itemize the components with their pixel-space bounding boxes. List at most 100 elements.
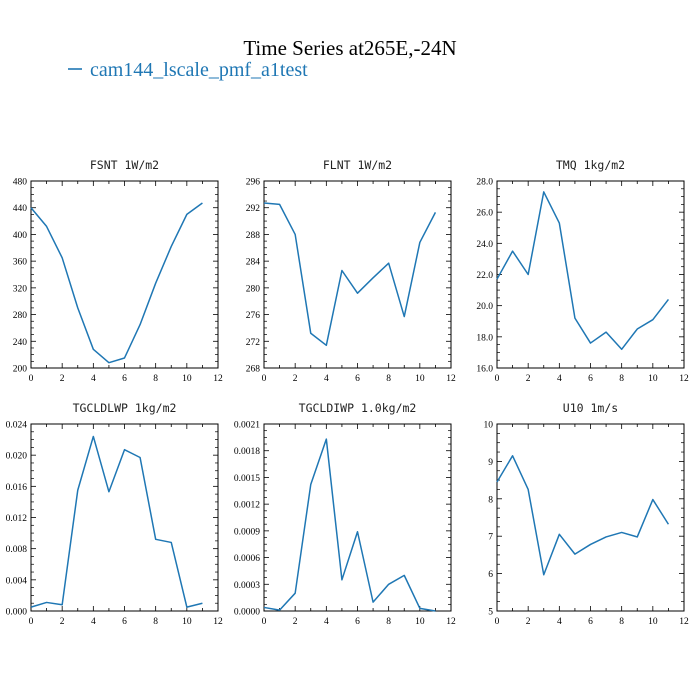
y-tick-label: 26.0 bbox=[476, 209, 493, 219]
y-tick-label: 0.0006 bbox=[234, 554, 260, 564]
chart-panel-1: FSNT 1W/m2 0 2 4 6 8 10 12 200 240 280 320 360 400 440… bbox=[13, 158, 223, 384]
x-tick-label: 2 bbox=[293, 617, 298, 627]
y-tick-label: 0.000 bbox=[6, 608, 28, 618]
y-tick-label: 0.024 bbox=[6, 421, 28, 431]
y-tick-label: 7 bbox=[488, 533, 493, 543]
panel-title: TMQ 1kg/m2 bbox=[556, 158, 625, 172]
x-tick-label: 2 bbox=[526, 617, 531, 627]
x-tick-label: 2 bbox=[60, 617, 65, 627]
x-tick-label: 6 bbox=[588, 374, 593, 384]
series-line bbox=[30, 435, 203, 608]
x-tick-label: 8 bbox=[619, 374, 624, 384]
x-tick-label: 4 bbox=[324, 617, 329, 627]
y-tick-label: 0.012 bbox=[6, 514, 28, 524]
y-tick-label: 0.004 bbox=[6, 576, 28, 586]
plot-frame bbox=[30, 180, 219, 369]
y-tick-label: 0.008 bbox=[6, 545, 28, 555]
y-tick-label: 240 bbox=[13, 338, 28, 348]
x-tick-label: 6 bbox=[588, 617, 593, 627]
x-tick-label: 0 bbox=[29, 374, 34, 384]
x-tick-label: 6 bbox=[355, 374, 360, 384]
x-tick-label: 0 bbox=[29, 617, 34, 627]
x-tick-label: 8 bbox=[619, 617, 624, 627]
plot-frame bbox=[263, 180, 452, 369]
x-tick-label: 2 bbox=[60, 374, 65, 384]
y-tick-label: 400 bbox=[13, 231, 28, 241]
x-tick-label: 8 bbox=[153, 374, 158, 384]
figure-title: Time Series at265E,-24N bbox=[243, 36, 456, 60]
x-tick-label: 10 bbox=[182, 617, 192, 627]
x-tick-label: 0 bbox=[495, 374, 500, 384]
y-tick-label: 284 bbox=[246, 258, 261, 268]
y-tick-label: 0.0015 bbox=[234, 474, 260, 484]
series-line bbox=[30, 202, 203, 364]
y-tick-label: 6 bbox=[488, 570, 493, 580]
x-tick-label: 12 bbox=[213, 374, 223, 384]
y-tick-label: 440 bbox=[13, 204, 28, 214]
x-tick-label: 2 bbox=[293, 374, 298, 384]
x-tick-label: 6 bbox=[122, 617, 127, 627]
x-tick-label: 0 bbox=[495, 617, 500, 627]
x-tick-label: 4 bbox=[557, 374, 562, 384]
y-tick-label: 280 bbox=[13, 311, 28, 321]
y-tick-label: 276 bbox=[246, 311, 261, 321]
x-tick-label: 12 bbox=[446, 374, 456, 384]
x-tick-label: 8 bbox=[153, 617, 158, 627]
y-tick-label: 18.0 bbox=[476, 333, 493, 343]
y-tick-label: 10 bbox=[484, 421, 494, 431]
x-tick-label: 4 bbox=[557, 617, 562, 627]
y-tick-label: 8 bbox=[488, 495, 493, 505]
y-tick-label: 0.0000 bbox=[234, 608, 260, 618]
y-tick-label: 9 bbox=[488, 458, 493, 468]
series-line bbox=[496, 191, 670, 351]
y-tick-label: 292 bbox=[246, 204, 261, 214]
chart-panel-5: TGCLDIWP 1.0kg/m2 0 2 4 6 8 10 12 0.0000 0.0003 0.… bbox=[234, 401, 456, 627]
y-tick-label: 360 bbox=[13, 258, 28, 268]
x-tick-label: 12 bbox=[213, 617, 223, 627]
x-tick-label: 10 bbox=[648, 617, 658, 627]
plot-frame bbox=[263, 423, 452, 612]
figure-legend: cam144_lscale_pmf_a1test bbox=[68, 59, 308, 81]
x-tick-label: 2 bbox=[526, 374, 531, 384]
plot-frame bbox=[496, 180, 685, 369]
panel-title: TGCLDIWP 1.0kg/m2 bbox=[299, 401, 417, 415]
chart-panel-2: FLNT 1W/m2 0 2 4 6 8 10 12 268 272 276 280 284 288 292… bbox=[246, 158, 456, 384]
x-tick-label: 10 bbox=[648, 374, 658, 384]
y-tick-label: 0.020 bbox=[6, 452, 28, 462]
x-tick-label: 6 bbox=[355, 617, 360, 627]
panel-title: TGCLDLWP 1kg/m2 bbox=[73, 401, 177, 415]
y-tick-label: 0.0012 bbox=[234, 501, 260, 511]
series-line bbox=[496, 455, 670, 576]
panel-grid: FSNT 1W/m20 2 4 6 8 10 12200240280320360400440… bbox=[6, 158, 689, 627]
x-tick-label: 10 bbox=[415, 374, 425, 384]
plot-frame bbox=[30, 423, 219, 612]
y-tick-label: 16.0 bbox=[476, 365, 493, 375]
y-tick-label: 24.0 bbox=[476, 240, 493, 250]
chart-panel-4: TGCLDLWP 1kg/m2 0 2 4 6 8 10 12 0.000 0.004 0.008 0… bbox=[6, 401, 223, 627]
y-tick-label: 0.0021 bbox=[234, 421, 260, 431]
y-tick-label: 272 bbox=[246, 338, 261, 348]
y-tick-label: 268 bbox=[246, 365, 261, 375]
panel-title: U10 1m/s bbox=[563, 401, 618, 415]
y-tick-label: 5 bbox=[488, 608, 493, 618]
y-tick-label: 288 bbox=[246, 231, 261, 241]
y-tick-label: 480 bbox=[13, 178, 28, 188]
series-line bbox=[263, 202, 437, 347]
panel-title: FSNT 1W/m2 bbox=[90, 158, 159, 172]
plot-frame bbox=[496, 423, 685, 612]
y-tick-label: 22.0 bbox=[476, 271, 493, 281]
x-tick-label: 12 bbox=[679, 617, 689, 627]
x-tick-label: 8 bbox=[386, 374, 391, 384]
x-tick-label: 4 bbox=[324, 374, 329, 384]
x-tick-label: 10 bbox=[182, 374, 192, 384]
y-tick-label: 0.0009 bbox=[234, 527, 260, 537]
x-tick-label: 0 bbox=[262, 617, 267, 627]
x-tick-label: 12 bbox=[679, 374, 689, 384]
x-tick-label: 0 bbox=[262, 374, 267, 384]
x-tick-label: 12 bbox=[446, 617, 456, 627]
x-tick-label: 8 bbox=[386, 617, 391, 627]
y-tick-label: 20.0 bbox=[476, 302, 493, 312]
legend-label: cam144_lscale_pmf_a1test bbox=[90, 59, 308, 81]
y-tick-label: 0.0003 bbox=[234, 581, 260, 591]
